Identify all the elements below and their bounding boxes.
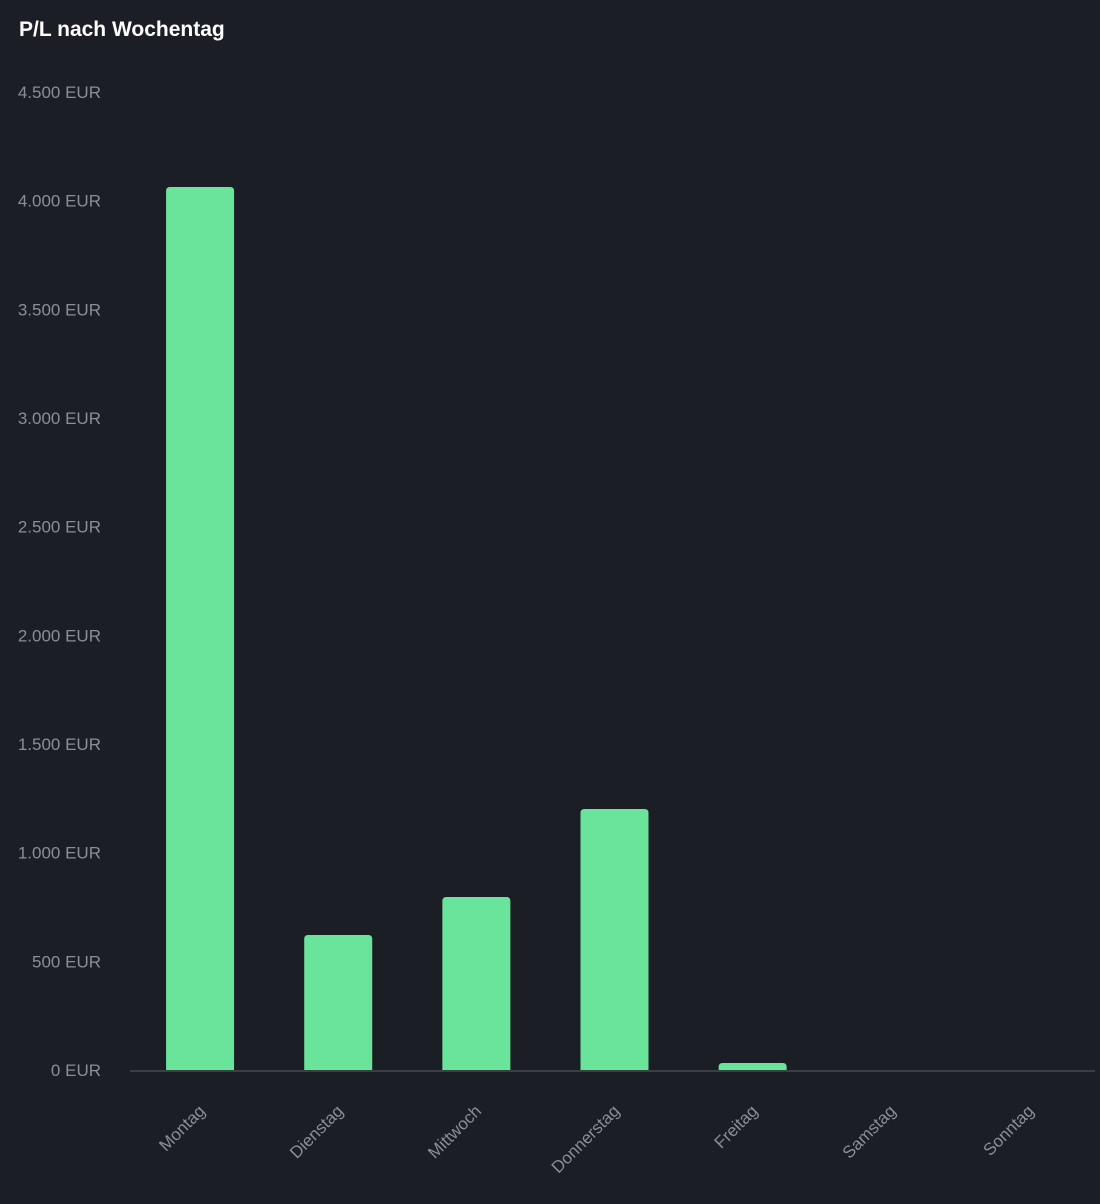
bar-donnerstag [580,808,649,1070]
bar-dienstag [304,935,373,1070]
y-tick-label: 4.500 EUR [18,83,101,102]
x-tick-label: Freitag [711,1101,762,1152]
x-tick-label: Dienstag [286,1101,347,1162]
y-tick-label: 1.000 EUR [18,844,101,863]
y-tick-label: 1.500 EUR [18,735,101,754]
y-tick-label: 2.500 EUR [18,518,101,537]
x-tick-label: Mittwoch [424,1101,485,1162]
y-tick-label: 2.000 EUR [18,626,101,645]
y-tick-label: 4.000 EUR [18,192,101,211]
y-tick-label: 3.500 EUR [18,300,101,319]
y-tick-label: 3.000 EUR [18,409,101,428]
chart-title: P/L nach Wochentag [19,18,225,41]
x-tick-label: Montag [155,1101,209,1155]
x-tick-label: Samstag [839,1101,900,1162]
x-tick-label: Donnerstag [548,1101,624,1177]
x-tick-label: Sonntag [980,1101,1038,1159]
bar-freitag [718,1063,787,1070]
y-tick-label: 500 EUR [32,952,101,971]
y-tick-label: 0 EUR [51,1061,101,1080]
bar-montag [166,186,235,1070]
bar-mittwoch [442,897,511,1070]
